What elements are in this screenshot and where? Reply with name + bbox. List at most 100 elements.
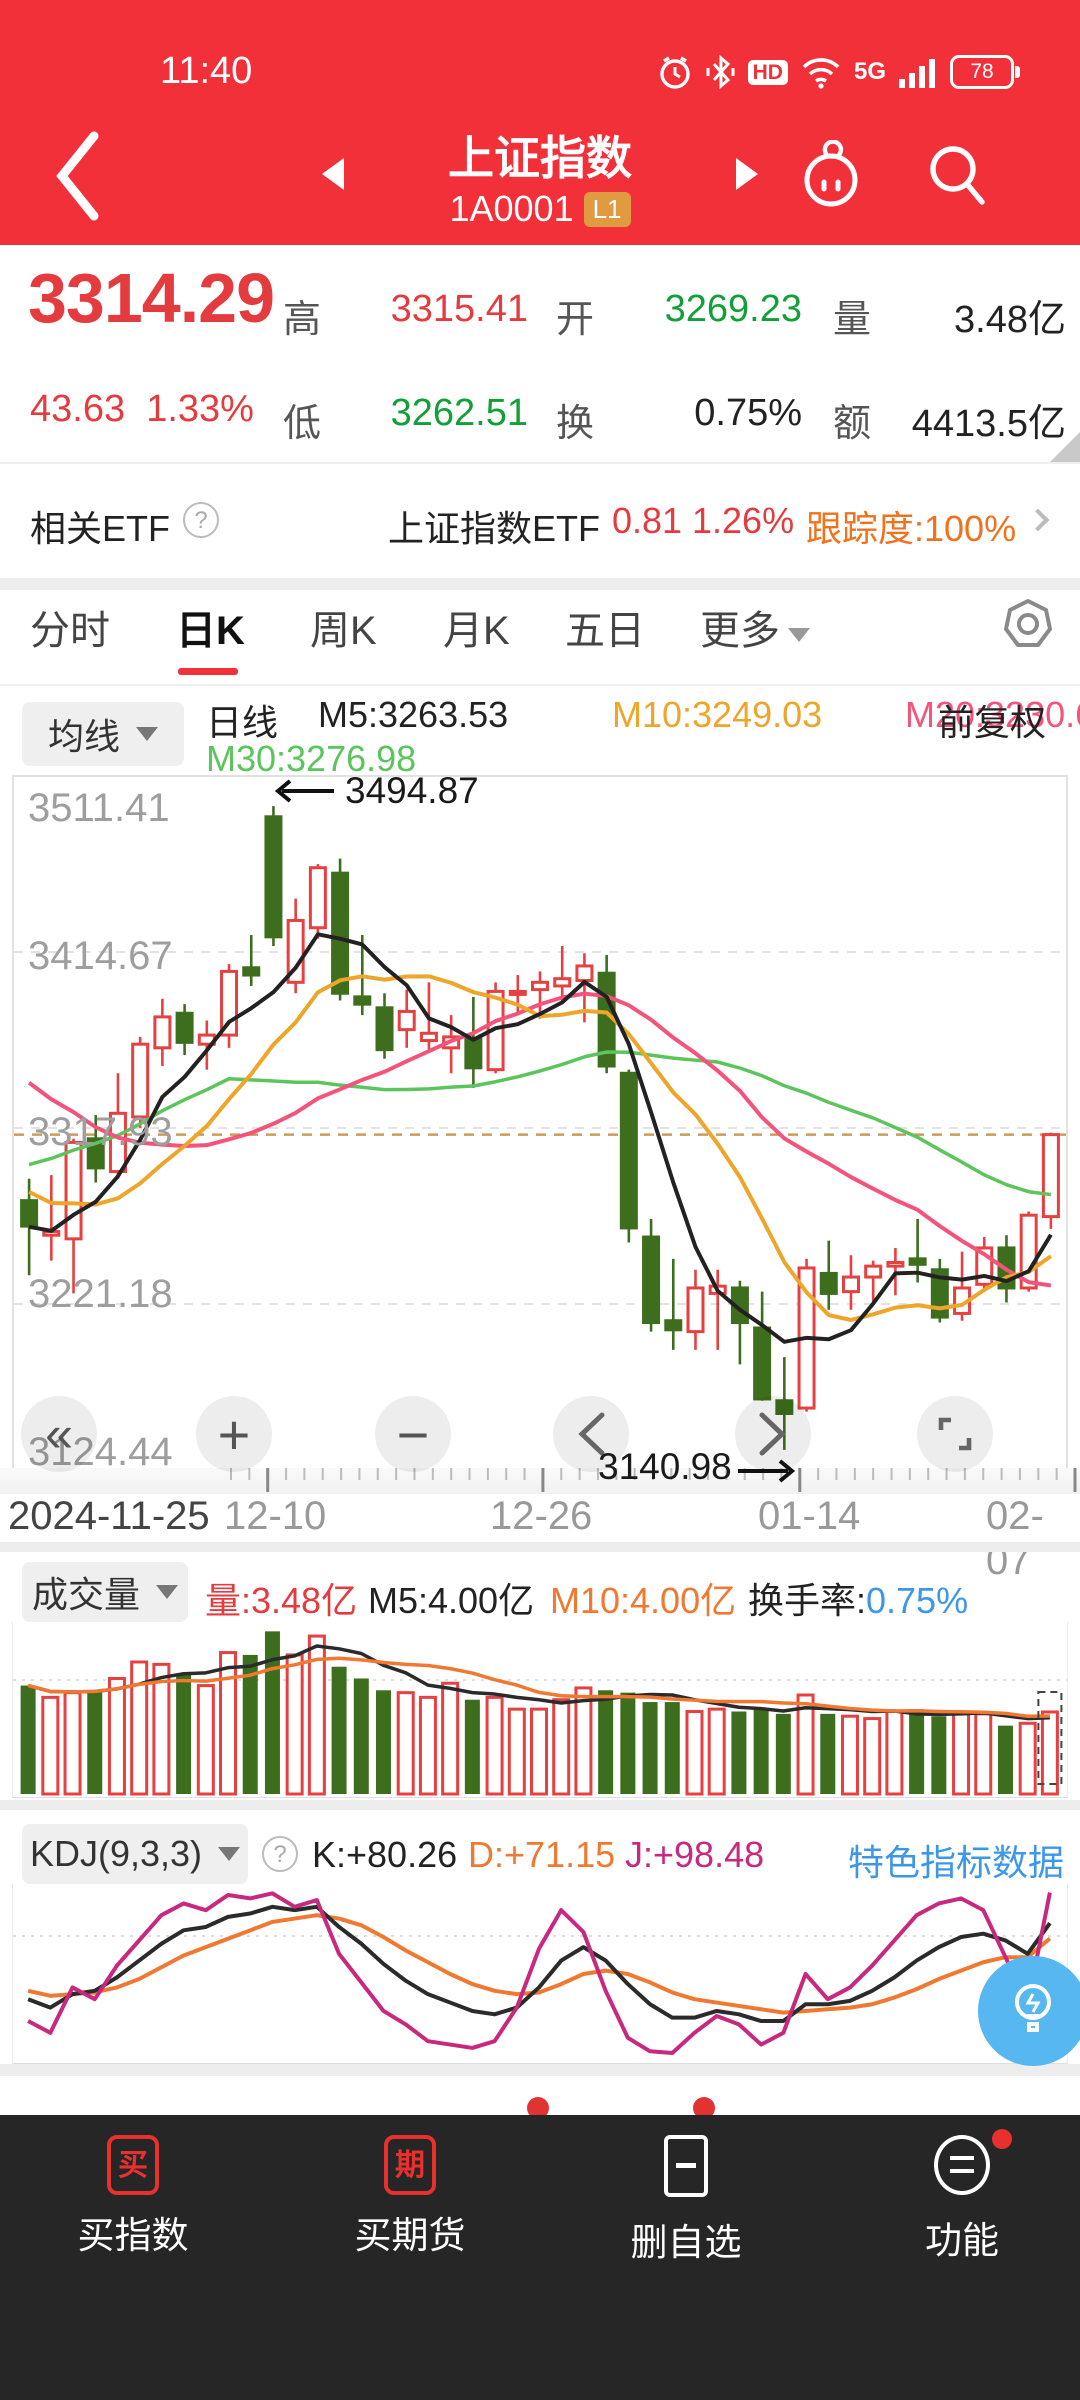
nav-buy-futures[interactable]: 期 买期货 <box>300 2135 520 2259</box>
stat-label-high: 高 <box>283 299 322 341</box>
etf-change-pct: 1.26% <box>692 500 795 541</box>
x-axis-date: 12-26 <box>490 1494 593 1538</box>
volume-ma5: M5:4.00亿 <box>368 1580 535 1621</box>
volume-selector-button[interactable]: 成交量 <box>22 1562 188 1622</box>
tab-minute[interactable]: 分时 <box>30 609 110 653</box>
stat-label-open: 开 <box>556 299 595 341</box>
bottom-action-bar: 买 买指数 期 买期货 删自选 功能 <box>0 2115 1080 2400</box>
app-header: 11:40 HD 5G 78 上证指数 1A0001 L1 <box>0 0 1080 245</box>
x-axis-date: 2024-11-25 <box>8 1494 210 1538</box>
status-time: 11:40 <box>160 50 253 92</box>
fullscreen-button[interactable] <box>917 1396 993 1472</box>
alarm-icon <box>659 56 690 89</box>
etf-name: 上证指数ETF <box>388 508 600 549</box>
divider <box>0 684 1080 686</box>
y-axis-label: 3317.93 <box>28 1110 173 1154</box>
zoom-in-button[interactable]: + <box>196 1396 272 1472</box>
kdj-k-value: K:+80.26 <box>312 1834 458 1875</box>
ma20-value: M20:3230.66 <box>905 694 1080 735</box>
etf-tracking: 跟踪度:100% <box>806 508 1017 549</box>
chevron-down-icon <box>218 1847 241 1861</box>
ma5-value: M5:3263.53 <box>318 694 509 735</box>
notification-badge <box>992 2129 1012 2149</box>
search-icon[interactable] <box>922 140 992 210</box>
zoom-out-button[interactable]: − <box>375 1396 451 1472</box>
level1-badge: L1 <box>583 192 631 227</box>
wifi-icon <box>802 58 840 89</box>
kdj-chart[interactable] <box>12 1884 1068 2064</box>
chevron-left-icon <box>578 1412 605 1456</box>
tab-five-day[interactable]: 五日 <box>565 609 645 653</box>
stat-value-high: 3315.41 <box>390 288 528 330</box>
functions-menu-icon <box>934 2135 990 2195</box>
x-axis-tick-strip <box>0 1468 1080 1494</box>
nav-label: 买指数 <box>77 2215 189 2256</box>
low-annotation: 3140.98 <box>598 1446 732 1487</box>
nav-functions[interactable]: 功能 <box>852 2129 1072 2264</box>
etf-row-label: 相关ETF <box>30 508 170 549</box>
tab-monthly-k[interactable]: 月K <box>443 609 510 653</box>
ma-period-label: 日线 <box>206 702 279 743</box>
featured-indicator-link[interactable]: 特色指标数据 <box>848 1842 1065 1883</box>
y-axis-label: 3221.18 <box>28 1272 173 1316</box>
stat-label-low: 低 <box>283 403 322 445</box>
tab-weekly-k[interactable]: 周K <box>310 609 377 653</box>
kdj-j-value: J:+98.48 <box>625 1834 765 1875</box>
corner-fold-icon[interactable] <box>1050 432 1080 462</box>
arrow-right-icon <box>738 1459 796 1483</box>
help-icon[interactable]: ? <box>183 502 219 538</box>
x-axis-date: 02-07 <box>986 1494 1044 1583</box>
chevron-right-icon <box>1026 508 1050 532</box>
fast-backward-button[interactable]: « <box>21 1396 97 1472</box>
pan-left-button[interactable] <box>553 1396 629 1472</box>
ma-selector-button[interactable]: 均线 <box>22 702 184 766</box>
x-axis-date: 12-10 <box>224 1494 327 1538</box>
help-icon[interactable]: ? <box>262 1836 298 1872</box>
buy-futures-icon: 期 <box>384 2135 436 2195</box>
stat-label-turnover: 换 <box>556 403 595 445</box>
stock-code: 1A0001 L1 <box>0 188 1080 230</box>
stat-value-turnover: 0.75% <box>694 392 802 434</box>
chart-settings-icon[interactable] <box>1000 596 1056 652</box>
divider <box>0 1542 1080 1552</box>
back-button[interactable] <box>46 128 110 224</box>
page-indicator-dot <box>527 2097 549 2119</box>
high-annotation: 3494.87 <box>345 770 479 811</box>
ma10-value: M10:3249.03 <box>612 694 823 735</box>
turnover-rate: 换手率:0.75% <box>748 1580 969 1621</box>
volume-ma10: M10:4.00亿 <box>550 1580 737 1621</box>
active-tab-underline <box>178 668 238 675</box>
stat-label-amount: 额 <box>833 403 872 445</box>
next-stock-button[interactable] <box>736 158 758 190</box>
divider <box>0 578 1080 590</box>
lightbulb-icon <box>1015 1984 1051 2032</box>
kdj-selector-button[interactable]: KDJ(9,3,3) <box>22 1824 248 1884</box>
tips-lightbulb-button[interactable] <box>978 1956 1080 2066</box>
prev-stock-button[interactable] <box>322 158 344 190</box>
assistant-robot-icon[interactable] <box>796 140 866 210</box>
nav-label: 功能 <box>925 2220 999 2261</box>
nav-buy-index[interactable]: 买 买指数 <box>23 2135 243 2259</box>
arrow-left-icon <box>274 779 334 803</box>
volume-canvas <box>13 1631 1067 1796</box>
nav-remove-watchlist[interactable]: 删自选 <box>576 2135 796 2266</box>
kdj-d-value: D:+71.15 <box>468 1834 616 1875</box>
x-axis-date: 01-14 <box>758 1494 861 1538</box>
pan-right-button[interactable] <box>735 1396 811 1472</box>
chevron-down-icon <box>788 628 810 642</box>
kline-canvas <box>14 806 1066 1450</box>
network-5g-icon: 5G <box>853 58 886 85</box>
volume-chart[interactable] <box>12 1622 1068 1798</box>
page-title: 上证指数 <box>448 132 632 184</box>
tab-daily-k[interactable]: 日K <box>176 609 245 653</box>
expand-icon <box>938 1417 972 1451</box>
bluetooth-icon <box>706 54 735 90</box>
last-price: 3314.29 <box>28 259 275 337</box>
etf-change: 0.81 <box>612 500 683 541</box>
ma30-value: M30:3276.98 <box>206 738 417 779</box>
adjust-mode-label[interactable]: 前复权 <box>938 702 1047 743</box>
buy-index-icon: 买 <box>107 2135 159 2195</box>
stat-value-amount: 4413.5亿 <box>911 403 1066 445</box>
tab-more-dropdown[interactable]: 更多 <box>700 598 810 656</box>
